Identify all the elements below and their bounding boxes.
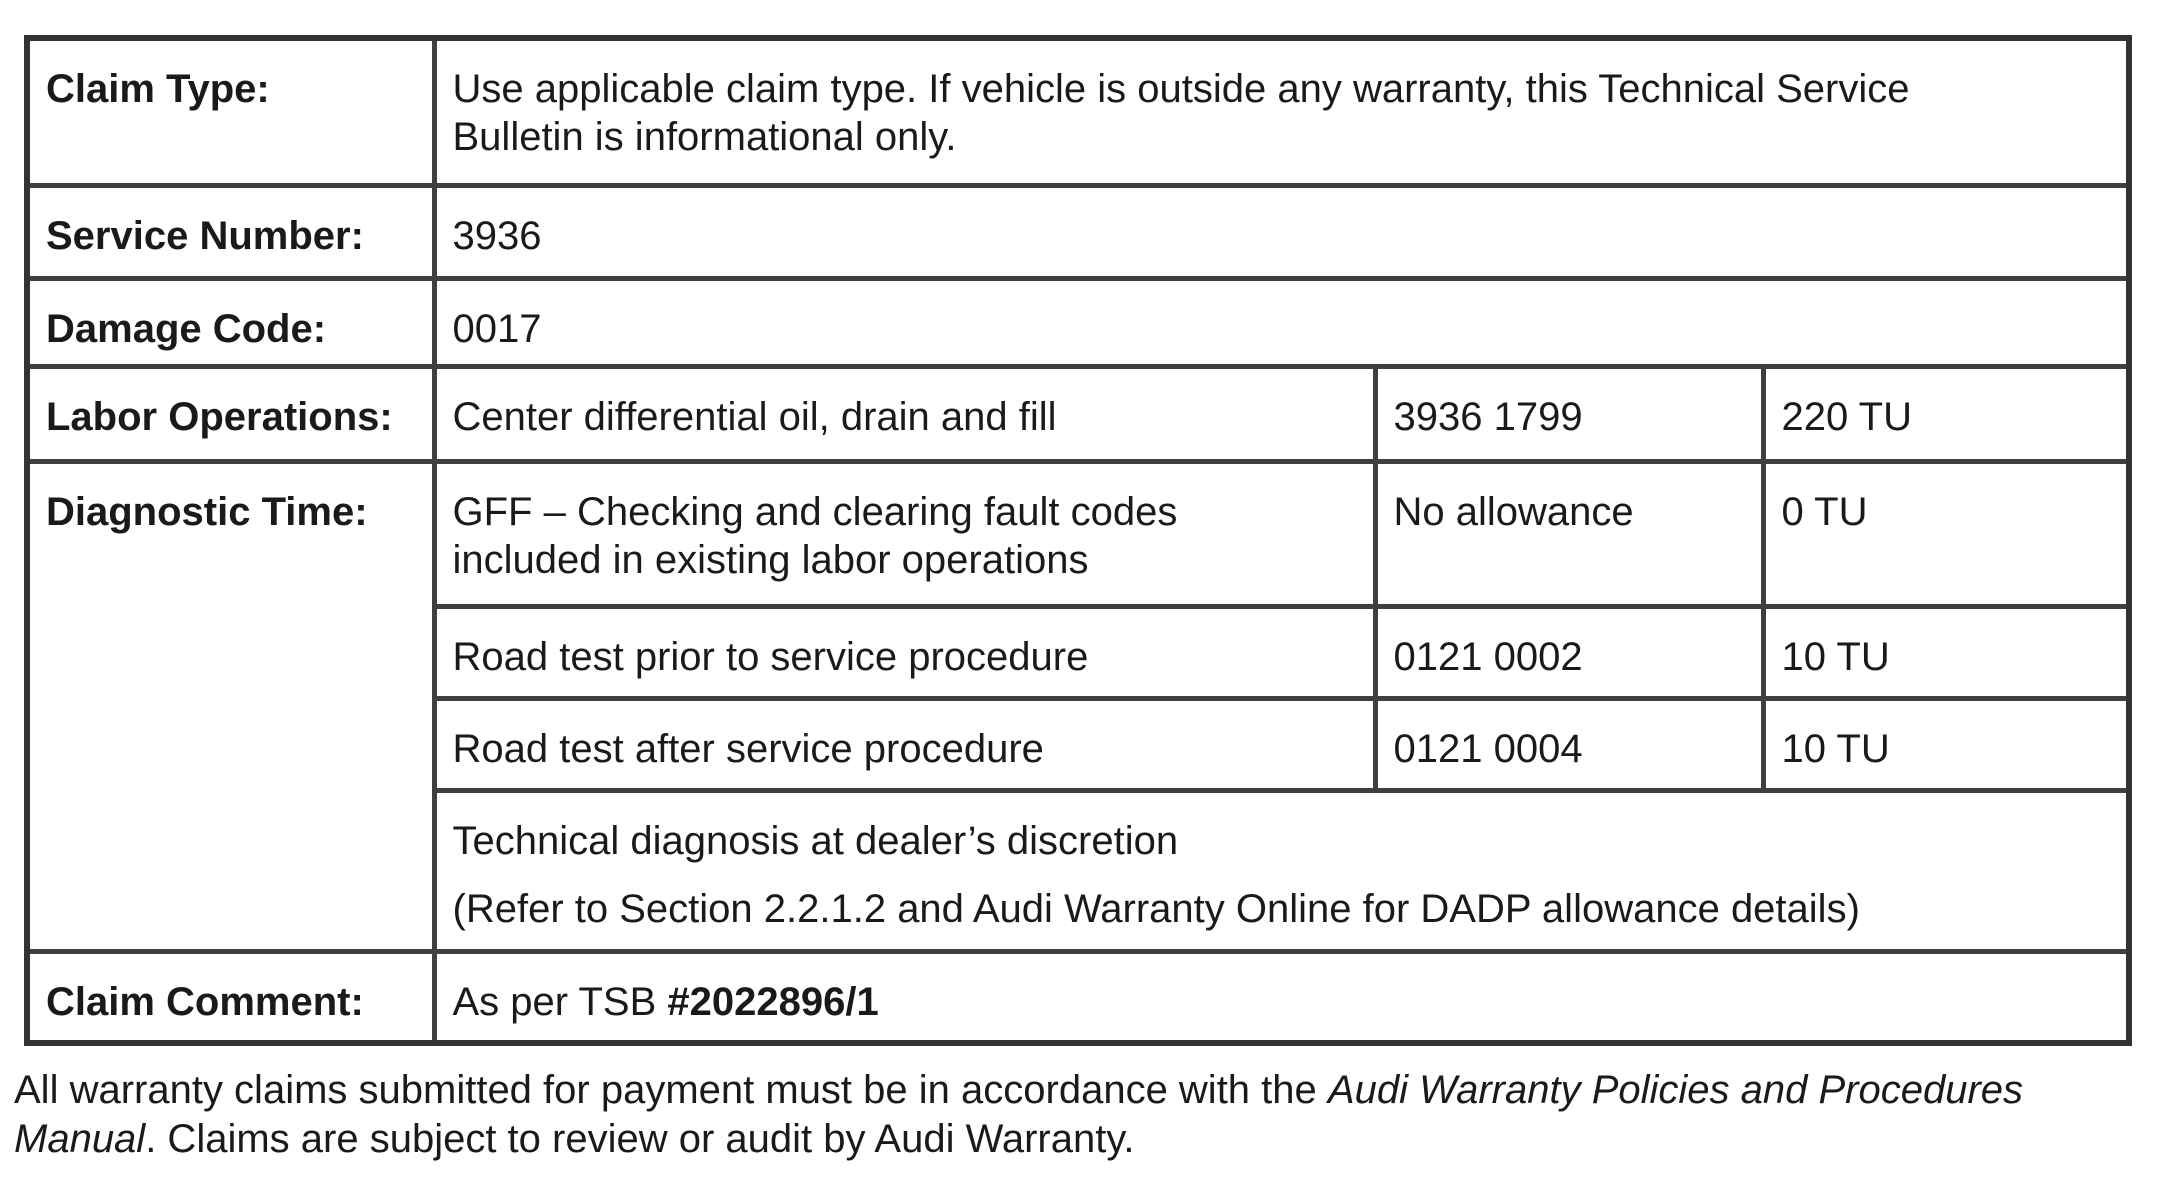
claim-type-value-line2: Bulletin is informational only. [452,115,957,159]
road-test-after-code: 0121 0004 [1372,695,1766,793]
claim-type-label: Claim Type: [24,35,437,188]
row-road-test-prior: Road test prior to service procedure 012… [27,603,2132,701]
claim-comment-label: Claim Comment: [24,948,437,1046]
road-test-prior-code: 0121 0002 [1372,603,1766,701]
technical-diagnosis-line2: (Refer to Section 2.2.1.2 and Audi Warra… [452,886,1860,931]
damage-code-value: 0017 [431,275,2132,369]
diagnostic-gff-code: No allowance [1372,458,1766,609]
diagnostic-gff-description-line1: GFF – Checking and clearing fault codes [452,489,1178,534]
claim-comment-number: #2022896/1 [667,979,879,1024]
service-number-label: Service Number: [24,182,437,281]
diagnostic-time-label: Diagnostic Time: [24,458,437,954]
labor-operations-label: Labor Operations: [24,363,437,464]
footer-line1: All warranty claims submitted for paymen… [14,1066,2144,1115]
footer-line1-italic: Audi Warranty Policies and Procedures [1327,1068,2024,1112]
road-test-after-description: Road test after service procedure [431,695,1378,793]
row-damage-code: Damage Code: 0017 [24,275,2132,369]
footer-line2-italic: Manual [14,1117,146,1161]
road-test-prior-time: 10 TU [1760,603,2132,701]
diagnostic-gff-description: GFF – Checking and clearing fault codes … [431,458,1378,609]
diagnostic-gff-description-line2: included in existing labor operations [452,537,1089,582]
claim-type-value: Use applicable claim type. If vehicle is… [431,35,2132,188]
row-claim-type: Claim Type: Use applicable claim type. I… [24,35,2132,188]
service-number-value: 3936 [431,182,2132,281]
footer-line2-regular: . Claims are subject to review or audit … [145,1117,1135,1161]
labor-operations-description: Center differential oil, drain and fill [431,363,1378,464]
row-labor-operations: Labor Operations: Center differential oi… [24,363,2132,464]
row-road-test-after: Road test after service procedure 0121 0… [27,695,2132,793]
row-technical-diagnosis: Technical diagnosis at dealer’s discreti… [27,787,2132,954]
damage-code-label: Damage Code: [24,275,437,369]
row-service-number: Service Number: 3936 [24,182,2132,281]
claim-comment-value: As per TSB #2022896/1 [431,948,2132,1046]
footer-line2: Manual. Claims are subject to review or … [14,1115,2144,1164]
labor-operations-time: 220 TU [1760,363,2132,464]
warranty-claim-table: Claim Type: Use applicable claim type. I… [24,35,2133,1046]
technical-diagnosis-note: Technical diagnosis at dealer’s discreti… [431,787,2132,954]
diagnostic-gff-time: 0 TU [1760,458,2132,609]
footer-line1-regular: All warranty claims submitted for paymen… [14,1068,1328,1112]
technical-diagnosis-line1: Technical diagnosis at dealer’s discreti… [452,818,1179,863]
claim-comment-prefix: As per TSB [452,979,668,1024]
labor-operations-code: 3936 1799 [1372,363,1766,464]
warranty-footer-note: All warranty claims submitted for paymen… [14,1066,2144,1164]
row-claim-comment: Claim Comment: As per TSB #2022896/1 [24,948,2132,1046]
row-diagnostic-gff: Diagnostic Time: GFF – Checking and clea… [24,458,2132,954]
road-test-prior-description: Road test prior to service procedure [431,603,1378,701]
claim-type-value-line1: Use applicable claim type. If vehicle is… [452,67,1910,111]
road-test-after-time: 10 TU [1760,695,2132,793]
